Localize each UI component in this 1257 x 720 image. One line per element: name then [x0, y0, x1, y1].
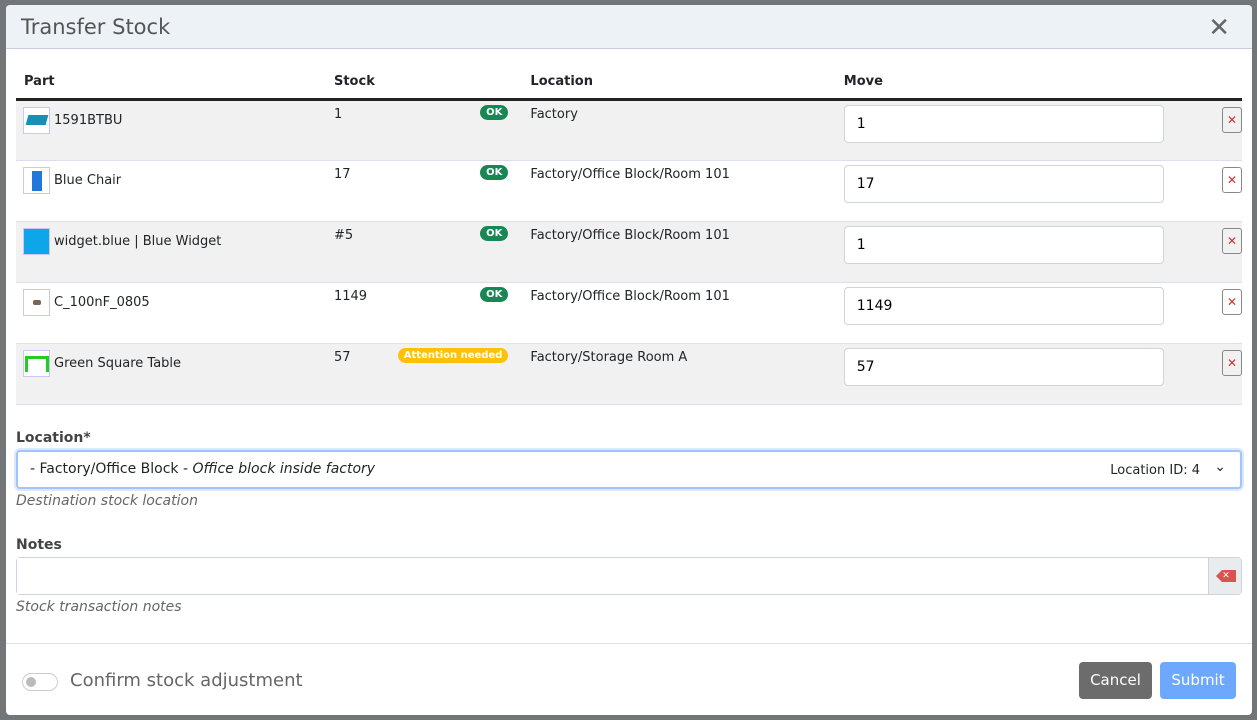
dialog-footer: Confirm stock adjustment Cancel Submit — [6, 643, 1252, 715]
col-stock[interactable]: Stock — [325, 65, 523, 101]
status-badge: OK — [480, 104, 509, 120]
submit-button[interactable]: Submit — [1160, 662, 1236, 699]
stock-quantity: 17 — [333, 166, 351, 182]
table-row: widget.blue | Blue Widget #5 OK Factory/O… — [16, 221, 1242, 283]
move-quantity-input[interactable] — [843, 225, 1164, 264]
cancel-button[interactable]: Cancel — [1079, 662, 1152, 699]
transfer-stock-dialog: Transfer Stock ✕ Part Stock Location Mov… — [6, 5, 1252, 715]
part-name[interactable]: 1591BTBU — [54, 112, 123, 128]
stock-quantity: 57 — [333, 349, 351, 365]
location-cell: Factory/Office Block/Room 101 — [522, 282, 836, 344]
location-label: Location* — [16, 430, 91, 446]
part-thumbnail — [23, 227, 50, 255]
status-badge: OK — [480, 225, 509, 241]
notes-help: Stock transaction notes — [16, 599, 182, 615]
location-help: Destination stock location — [16, 493, 198, 509]
part-name[interactable]: C_100nF_0805 — [54, 294, 150, 310]
part-name[interactable]: Blue Chair — [54, 172, 122, 188]
location-description: Office block inside factory — [192, 461, 376, 477]
status-badge: OK — [480, 164, 509, 180]
part-thumbnail — [23, 106, 50, 134]
stock-quantity: 1149 — [333, 288, 368, 304]
dialog-header: Transfer Stock ✕ — [6, 5, 1252, 49]
location-select[interactable]: - Factory/Office Block - Office block in… — [16, 450, 1242, 489]
location-cell: Factory — [522, 99, 836, 161]
location-value: - Factory/Office Block - — [30, 461, 193, 477]
part-name[interactable]: widget.blue | Blue Widget — [54, 233, 222, 249]
table-row: 1591BTBU 1 OK Factory ✕ — [16, 99, 1242, 161]
notes-input[interactable] — [17, 558, 1209, 594]
part-thumbnail — [23, 288, 50, 316]
backspace-icon: ✕ — [1216, 570, 1236, 582]
dialog-title: Transfer Stock — [21, 15, 171, 39]
move-quantity-input[interactable] — [843, 286, 1164, 325]
table-row: Green Square Table 57 Attention needed Fa… — [16, 343, 1242, 405]
stock-quantity: 1 — [333, 106, 343, 122]
status-badge: Attention needed — [397, 347, 509, 363]
confirm-label: Confirm stock adjustment — [70, 670, 303, 691]
location-cell: Factory/Storage Room A — [522, 343, 836, 405]
chevron-down-icon[interactable]: ⌄ — [1214, 459, 1226, 475]
location-id: Location ID: 4 — [1110, 463, 1200, 478]
move-quantity-input[interactable] — [843, 104, 1164, 143]
table-row: Blue Chair 17 OK Factory/Office Block/Roo… — [16, 160, 1242, 222]
status-badge: OK — [480, 286, 509, 302]
col-move: Move — [835, 65, 1188, 101]
clear-notes-button[interactable]: ✕ — [1208, 558, 1241, 594]
remove-row-button[interactable]: ✕ — [1222, 106, 1242, 133]
notes-label: Notes — [16, 537, 62, 553]
table-row: C_100nF_0805 1149 OK Factory/Office Block… — [16, 282, 1242, 344]
confirm-toggle[interactable] — [22, 673, 58, 691]
location-cell: Factory/Office Block/Room 101 — [522, 221, 836, 283]
move-quantity-input[interactable] — [843, 347, 1164, 386]
remove-row-button[interactable]: ✕ — [1222, 288, 1242, 315]
col-location[interactable]: Location — [522, 65, 836, 101]
notes-field: ✕ — [16, 557, 1242, 595]
remove-row-button[interactable]: ✕ — [1222, 349, 1242, 376]
col-part[interactable]: Part — [16, 65, 326, 101]
remove-row-button[interactable]: ✕ — [1222, 166, 1242, 193]
part-name[interactable]: Green Square Table — [54, 355, 182, 371]
close-icon[interactable]: ✕ — [1208, 13, 1230, 43]
move-quantity-input[interactable] — [843, 164, 1164, 203]
part-thumbnail — [23, 349, 50, 377]
location-cell: Factory/Office Block/Room 101 — [522, 160, 836, 222]
part-thumbnail — [23, 166, 50, 194]
parts-table: Part Stock Location Move 1591BTBU 1 OK Fa… — [16, 65, 1242, 405]
stock-quantity: #5 — [333, 227, 354, 243]
remove-row-button[interactable]: ✕ — [1222, 227, 1242, 254]
